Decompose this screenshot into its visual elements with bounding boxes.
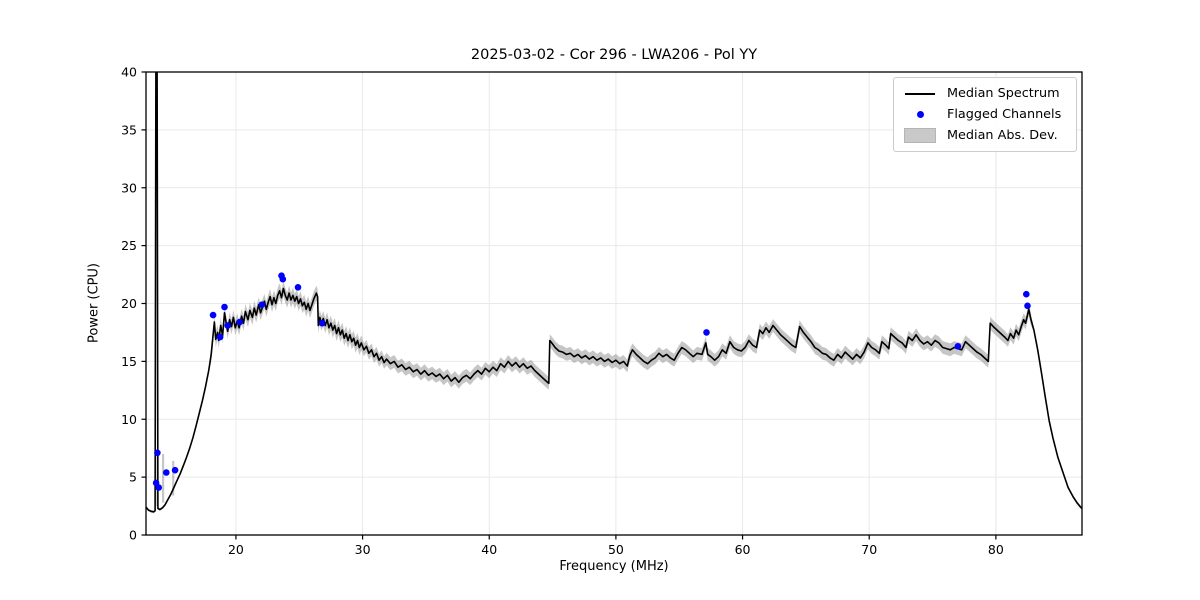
svg-text:70: 70 <box>861 542 877 557</box>
plot-title: 2025-03-02 - Cor 296 - LWA206 - Pol YY <box>470 47 758 63</box>
legend-item-median-abs-dev: Median Abs. Dev. <box>903 125 1068 146</box>
flagged-channel-dots <box>152 272 1031 491</box>
svg-text:30: 30 <box>355 542 371 557</box>
legend-label: Median Abs. Dev. <box>947 128 1058 143</box>
legend-item-median-spectrum: Median Spectrum <box>903 83 1068 104</box>
y-axis-ticks <box>141 71 146 536</box>
y-tick-labels: 0 5 10 15 20 25 30 35 40 <box>121 65 137 543</box>
svg-text:25: 25 <box>121 238 137 253</box>
svg-text:30: 30 <box>121 180 137 195</box>
svg-text:15: 15 <box>121 354 137 369</box>
median-spectrum-line <box>146 72 1082 513</box>
legend-item-flagged-channels: Flagged Channels <box>903 104 1068 125</box>
svg-text:10: 10 <box>121 412 137 427</box>
svg-text:5: 5 <box>129 470 137 485</box>
legend-label: Flagged Channels <box>947 107 1062 122</box>
grid-lines <box>146 72 1082 535</box>
mad-spikes <box>156 454 175 507</box>
svg-text:40: 40 <box>481 542 497 557</box>
legend: Median Spectrum Flagged Channels Median … <box>893 77 1077 152</box>
legend-label: Median Spectrum <box>947 86 1060 101</box>
svg-text:35: 35 <box>121 122 137 137</box>
median-abs-dev-patch-icon <box>903 128 937 143</box>
x-axis-label: Frequency (MHz) <box>559 559 669 574</box>
svg-text:40: 40 <box>121 65 137 80</box>
median-spectrum-line-icon <box>903 92 937 95</box>
x-tick-labels: 20 30 40 50 60 70 80 <box>228 542 1004 557</box>
svg-text:60: 60 <box>735 542 751 557</box>
svg-text:0: 0 <box>129 528 137 543</box>
x-axis-ticks <box>235 535 997 540</box>
y-axis-label: Power (CPU) <box>86 262 102 344</box>
svg-text:50: 50 <box>608 542 624 557</box>
flagged-channels-dot-icon <box>903 111 937 118</box>
svg-text:20: 20 <box>121 296 137 311</box>
svg-text:20: 20 <box>228 542 244 557</box>
svg-text:80: 80 <box>988 542 1004 557</box>
